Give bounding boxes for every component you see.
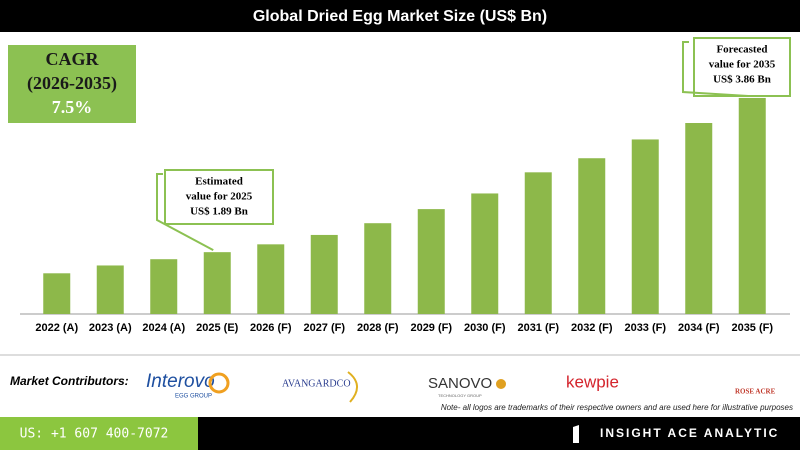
x-tick-label: 2034 (F)	[678, 322, 720, 334]
contributors-label: Market Contributors:	[10, 374, 129, 388]
bar	[631, 139, 659, 314]
logo-mark	[496, 379, 506, 389]
logo-kewpie: kewpie	[566, 372, 619, 391]
logo-rose-acre: ROSE ACRE	[735, 388, 776, 396]
x-tick-label: 2035 (F)	[731, 322, 773, 334]
callout-bracket	[156, 173, 214, 252]
brand-bar	[198, 417, 800, 450]
phone: US: +1 607 400-7072	[20, 427, 169, 442]
x-tick-label: 2028 (F)	[357, 322, 399, 334]
x-tick-label: 2027 (F)	[303, 322, 345, 334]
title-bar	[0, 0, 800, 32]
bar	[203, 252, 231, 314]
chart-title: Global Dried Egg Market Size (US$ Bn)	[253, 8, 547, 25]
plot: 2022 (A) 2023 (A) 2024 (A) 2025 (E) 2026 (F)…	[20, 37, 791, 334]
x-tick-label: 2025 (E)	[196, 322, 239, 334]
logo-sanovo: SANOVO	[428, 375, 492, 392]
callout-text: US$ 1.89 Bn	[190, 206, 248, 218]
callout-text: Forecasted	[716, 44, 767, 56]
x-tick-label: 2030 (F)	[464, 322, 506, 334]
cagr-value: 7.5%	[52, 97, 93, 117]
cagr-period: (2026-2035)	[27, 73, 117, 94]
bar	[524, 172, 552, 314]
bar	[471, 193, 499, 314]
logo-avangardco: AVANGARDCO	[282, 378, 351, 389]
logo-mark	[347, 371, 358, 403]
callout-bracket	[682, 41, 749, 97]
x-tick-label: 2033 (F)	[624, 322, 666, 334]
callout-text: value for 2025	[186, 191, 253, 203]
callout-box	[693, 37, 791, 97]
cagr-box	[8, 45, 136, 123]
bar	[150, 259, 178, 314]
brand-icon	[573, 425, 579, 443]
logo-interovo-sub: EGG GROUP	[175, 394, 212, 400]
brand: INSIGHT ACE ANALYTIC	[600, 426, 779, 440]
logo-sanovo-sub: TECHNOLOGY GROUP	[438, 393, 482, 398]
x-tick-label: 2032 (F)	[571, 322, 613, 334]
bar	[685, 123, 713, 314]
x-tick-label: 2024 (A)	[142, 322, 185, 334]
bar	[96, 265, 124, 314]
note: Note- all logos are trademarks of their …	[441, 403, 793, 412]
logo-interovo: Interovo	[146, 371, 215, 392]
x-tick-label: 2031 (F)	[517, 322, 559, 334]
bar	[738, 97, 766, 314]
x-tick-label: 2026 (F)	[250, 322, 292, 334]
bar	[43, 273, 71, 314]
x-tick-label: 2023 (A)	[89, 322, 132, 334]
bar	[257, 244, 285, 314]
x-tick-label: 2022 (A)	[35, 322, 78, 334]
callout-text: Estimated	[195, 176, 243, 188]
logo-mark	[208, 372, 230, 394]
callout-box	[164, 169, 274, 225]
callout-text: value for 2035	[709, 59, 776, 71]
bar	[417, 209, 445, 314]
bar	[310, 234, 338, 314]
bar	[364, 223, 392, 314]
bar	[578, 158, 606, 314]
x-tick-label: 2029 (F)	[410, 322, 452, 334]
cagr-label: CAGR	[46, 49, 100, 69]
phone-bar	[0, 417, 198, 450]
callout-text: US$ 3.86 Bn	[713, 74, 771, 86]
